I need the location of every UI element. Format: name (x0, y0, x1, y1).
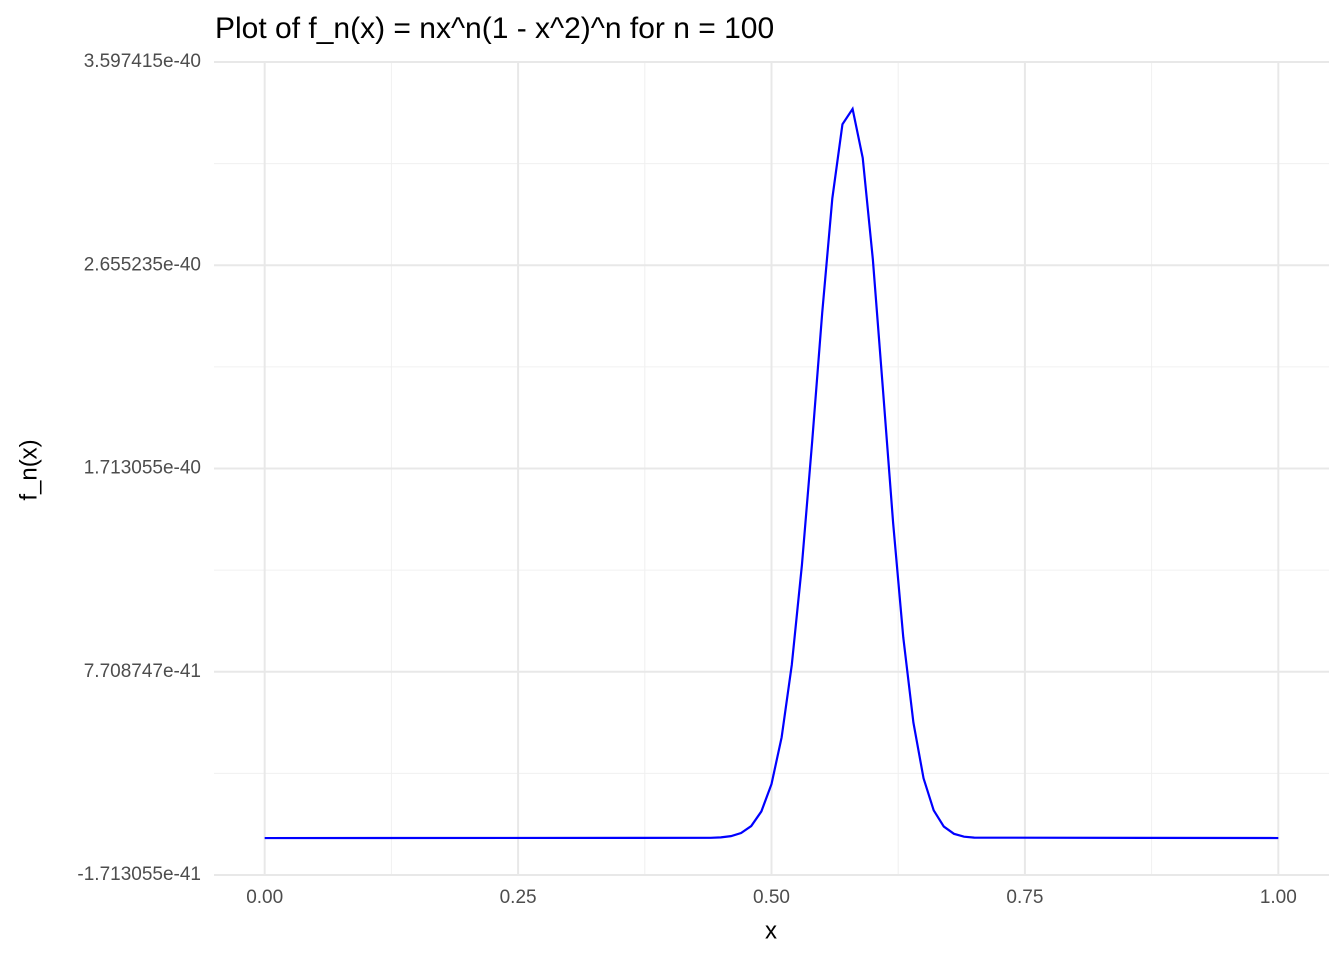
y-tick-label: 3.597415e-40 (84, 51, 201, 72)
line (264, 106, 1279, 840)
x-tick-label: 0.75 (1006, 887, 1043, 908)
x-tick-label: 0.25 (500, 887, 537, 908)
y-axis-label: f_n(x) (15, 439, 42, 500)
y-tick-label: -1.713055e-41 (77, 864, 201, 885)
x-axis-label: x (765, 917, 777, 944)
x-tick-label: 1.00 (1260, 887, 1297, 908)
y-tick-label: 1.713055e-40 (84, 458, 201, 479)
y-tick-label: 7.708747e-41 (84, 661, 201, 682)
x-tick-label: 0.00 (246, 887, 283, 908)
y-tick-label: 2.655235e-40 (84, 254, 201, 275)
x-tick-label: 0.50 (753, 887, 790, 908)
chart-title: Plot of f_n(x) = nx^n(1 - x^2)^n for n =… (215, 12, 774, 45)
